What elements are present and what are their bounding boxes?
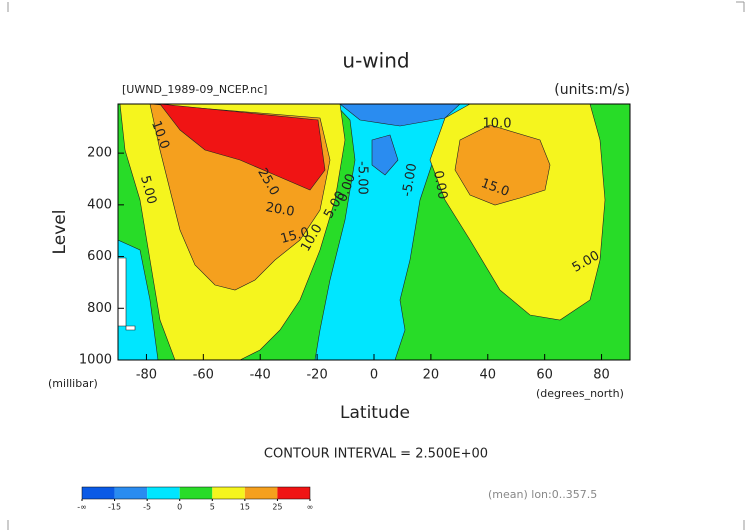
colorbar-label: ∞ (307, 503, 314, 512)
contour-region (371, 134, 399, 176)
x-tick-label: -60 (193, 368, 214, 383)
colorbar-cell (179, 487, 213, 499)
colorbar-label: 5 (210, 503, 215, 512)
colorbar-cell (277, 487, 310, 499)
y-tick-label: 800 (87, 301, 112, 316)
subtitle: [UWND_1989-09_NCEP.nc] (122, 83, 267, 96)
y-axis-label: Level (50, 210, 70, 255)
colorbar-label: -15 (108, 503, 121, 512)
contour-region (118, 257, 136, 331)
y-tick-label: 400 (87, 197, 112, 212)
footnote: (mean) lon:0..357.5 (488, 488, 597, 501)
colorbar-frame (81, 486, 311, 500)
x-tick-label: -40 (250, 368, 271, 383)
colorbar-label: -∞ (77, 503, 87, 512)
colorbar-label: 0 (177, 503, 182, 512)
colorbar-label: 15 (240, 503, 250, 512)
x-axis-label: Latitude (340, 403, 410, 423)
x-tick-label: 40 (480, 368, 497, 383)
x-tick-label: -20 (306, 368, 327, 383)
y-tick-label: 200 (87, 146, 112, 161)
contour-region (159, 104, 326, 191)
crop-marks (7, 1, 745, 530)
contour-region (339, 104, 461, 127)
y-tick-label: 600 (87, 249, 112, 264)
contour-label: 10.0 (483, 117, 512, 132)
chart-title: u-wind (342, 49, 409, 73)
x-tick-label: 80 (593, 368, 610, 383)
contour-region (454, 124, 551, 206)
contour-label: 20.0 (264, 200, 295, 220)
colorbar-label: -5 (143, 503, 151, 512)
colorbar-cell (114, 487, 148, 499)
contour-interval: CONTOUR INTERVAL = 2.500E+00 (264, 447, 488, 462)
colorbar-label: 25 (272, 503, 282, 512)
units: (units:m/s) (554, 82, 630, 98)
x-tick-label: 20 (423, 368, 440, 383)
x-tick-label: -80 (136, 368, 157, 383)
contour-label: 5.00 (137, 174, 159, 206)
contour-label: -5.00 (355, 161, 370, 195)
x-tick-label: 0 (370, 368, 378, 383)
contour-label: 0.00 (430, 169, 450, 200)
contour-label: 15.0 (279, 225, 311, 247)
y-tick-label: 1000 (79, 353, 112, 368)
x-tick-label: 60 (536, 368, 553, 383)
colorbar-cell (244, 487, 278, 499)
colorbar-cell (212, 487, 245, 499)
colorbar-cell (82, 487, 115, 499)
colorbar-cell (147, 487, 180, 499)
x-units: (degrees_north) (536, 387, 624, 400)
contour-label: -5.00 (400, 162, 421, 198)
y-units: (millibar) (48, 377, 98, 390)
